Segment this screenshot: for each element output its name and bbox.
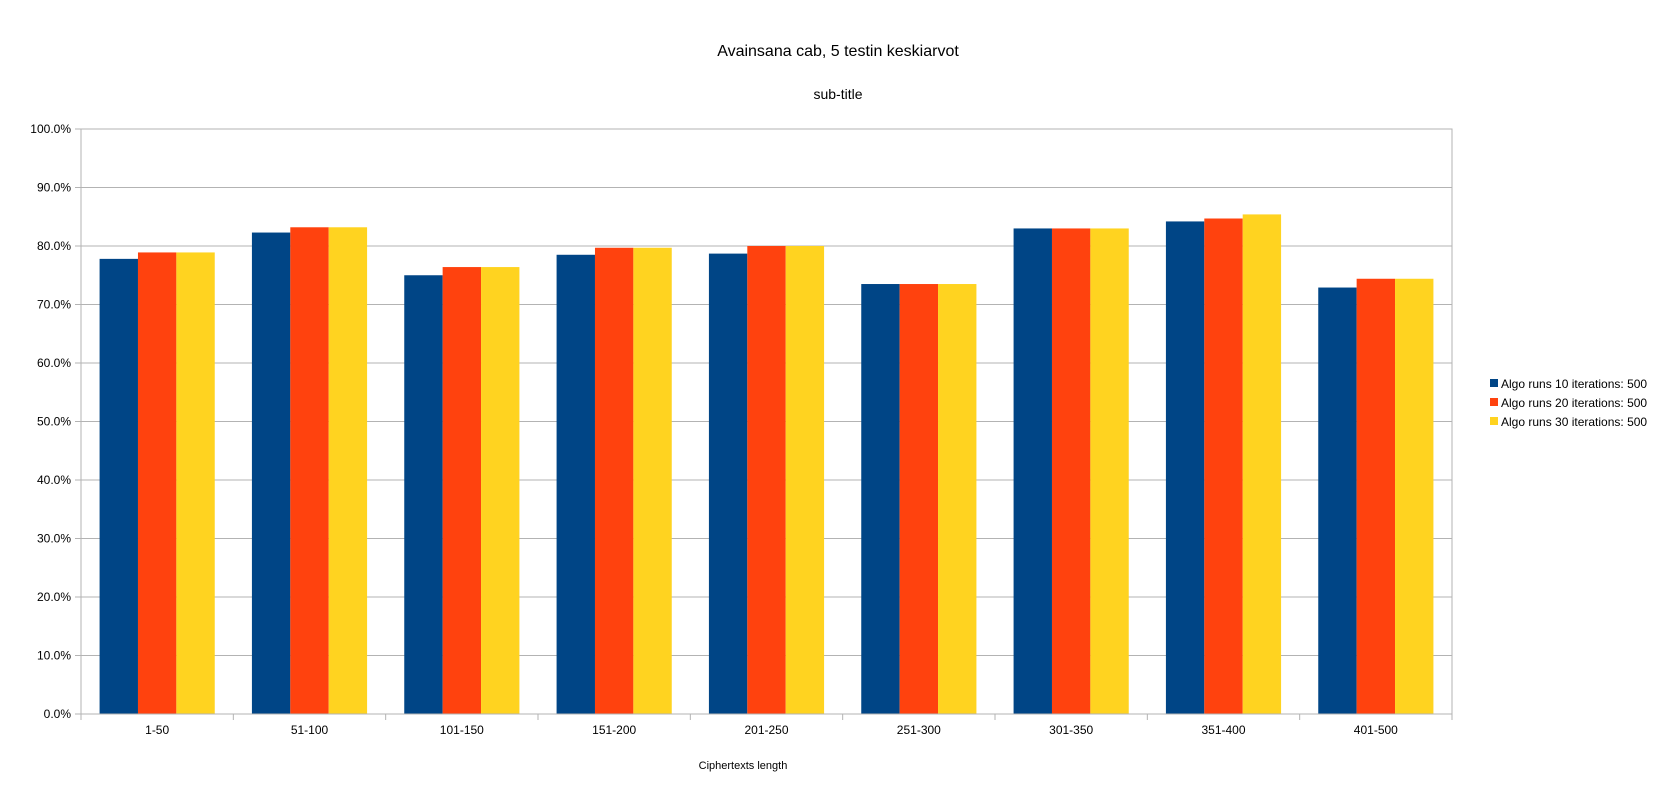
chart-subtitle: sub-title: [813, 86, 862, 102]
legend-label-3: Algo runs 30 iterations: 500: [1501, 415, 1647, 429]
chart-title: Avainsana cab, 5 testin keskiarvot: [717, 43, 959, 60]
x-tick-label: 251-300: [897, 723, 941, 737]
x-axis-ticks: 1-50 51-100 101-150 151-200 201-250 251-300 30…: [145, 723, 1398, 737]
axes: [75, 128, 1453, 720]
x-tick-label: 301-350: [1049, 723, 1093, 737]
bar-301-350-series-2: [1051, 228, 1091, 714]
bar-151-200-series-2: [594, 247, 634, 714]
bar-251-300-series-2: [899, 284, 939, 714]
bar-1-50-series-1: [99, 258, 138, 714]
bar-401-500-series-2: [1356, 278, 1396, 714]
legend-swatch-1: [1490, 379, 1498, 387]
bar-351-400-series-2: [1204, 218, 1243, 714]
x-tick-label: 401-500: [1354, 723, 1398, 737]
y-tick-label: 80.0%: [37, 239, 71, 253]
legend: Algo runs 10 iterations: 500 Algo runs 20…: [1490, 377, 1647, 429]
bar-201-250-series-3: [785, 246, 825, 714]
bar-251-300-series-1: [861, 284, 900, 714]
bar-201-250-series-2: [747, 246, 786, 714]
y-tick-label: 0.0%: [44, 707, 72, 721]
bar-1-50-series-3: [176, 252, 215, 714]
y-tick-label: 50.0%: [37, 415, 71, 429]
legend-swatch-2: [1490, 398, 1498, 406]
bar-51-100-series-2: [290, 227, 329, 714]
y-axis-ticks: 0.0% 10.0% 20.0% 30.0% 40.0% 50.0% 60.0% 70.0% 8…: [30, 122, 71, 721]
bar-301-350-series-1: [1013, 228, 1052, 714]
bar-101-150-series-3: [481, 267, 520, 714]
x-tick-label: 201-250: [744, 723, 788, 737]
x-axis-label: Ciphertexts length: [699, 760, 788, 772]
y-tick-label: 90.0%: [37, 181, 71, 195]
bar-151-200-series-3: [633, 247, 672, 714]
bar-1-50-series-2: [137, 252, 177, 714]
legend-swatch-3: [1490, 417, 1498, 425]
y-tick-label: 100.0%: [30, 122, 71, 136]
bars: [99, 214, 1434, 715]
y-tick-label: 10.0%: [37, 649, 71, 663]
bar-51-100-series-1: [251, 232, 291, 715]
bar-201-250-series-1: [708, 253, 748, 715]
bar-351-400-series-1: [1165, 221, 1205, 714]
y-tick-label: 30.0%: [37, 532, 71, 546]
bar-401-500-series-1: [1318, 287, 1357, 714]
bar-401-500-series-3: [1395, 278, 1434, 714]
bar-151-200-series-1: [556, 254, 595, 714]
x-tick-label: 51-100: [291, 723, 329, 737]
y-tick-label: 60.0%: [37, 356, 71, 370]
y-tick-label: 70.0%: [37, 298, 71, 312]
bar-351-400-series-3: [1242, 214, 1282, 714]
y-tick-label: 20.0%: [37, 590, 71, 604]
legend-label-2: Algo runs 20 iterations: 500: [1501, 396, 1647, 410]
bar-101-150-series-1: [404, 275, 443, 714]
x-tick-label: 151-200: [592, 723, 636, 737]
x-tick-label: 1-50: [145, 723, 169, 737]
y-tick-label: 40.0%: [37, 473, 71, 487]
bar-251-300-series-3: [938, 284, 977, 714]
bar-51-100-series-3: [328, 227, 368, 714]
x-tick-label: 101-150: [440, 723, 484, 737]
bar-301-350-series-3: [1090, 228, 1129, 714]
bar-101-150-series-2: [442, 267, 482, 714]
legend-label-1: Algo runs 10 iterations: 500: [1501, 377, 1647, 391]
x-tick-label: 351-400: [1201, 723, 1245, 737]
plot-area-frame: [80, 128, 1453, 715]
